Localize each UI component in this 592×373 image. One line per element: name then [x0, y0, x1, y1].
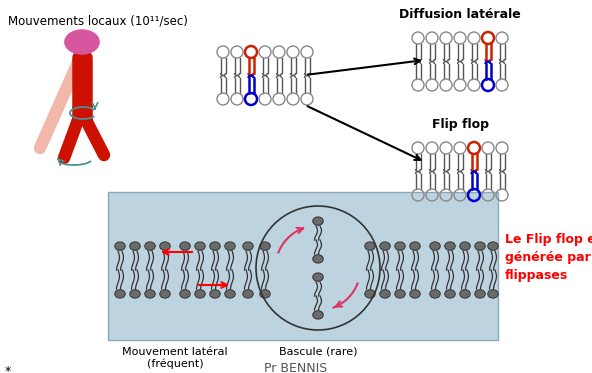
Ellipse shape	[64, 29, 100, 55]
Ellipse shape	[180, 290, 190, 298]
Text: *: *	[5, 365, 11, 373]
Ellipse shape	[210, 290, 220, 298]
Ellipse shape	[115, 242, 126, 250]
Ellipse shape	[475, 290, 485, 298]
Ellipse shape	[145, 242, 155, 250]
Ellipse shape	[210, 242, 220, 250]
Ellipse shape	[130, 242, 140, 250]
Text: Bascule (rare): Bascule (rare)	[279, 347, 357, 357]
Ellipse shape	[379, 290, 390, 298]
Ellipse shape	[195, 290, 205, 298]
Ellipse shape	[445, 290, 455, 298]
Ellipse shape	[115, 290, 126, 298]
Ellipse shape	[313, 255, 323, 263]
Ellipse shape	[160, 242, 170, 250]
Ellipse shape	[260, 242, 271, 250]
Ellipse shape	[395, 290, 406, 298]
Ellipse shape	[180, 242, 190, 250]
Ellipse shape	[460, 290, 470, 298]
Ellipse shape	[430, 290, 440, 298]
Ellipse shape	[313, 311, 323, 319]
Text: Diffusion latérale: Diffusion latérale	[399, 8, 521, 21]
Text: Pr BENNIS: Pr BENNIS	[265, 362, 327, 373]
Ellipse shape	[445, 242, 455, 250]
Ellipse shape	[430, 242, 440, 250]
Ellipse shape	[160, 290, 170, 298]
Ellipse shape	[225, 290, 235, 298]
Ellipse shape	[410, 290, 420, 298]
Ellipse shape	[130, 290, 140, 298]
Text: Mouvements locaux (10¹¹/sec): Mouvements locaux (10¹¹/sec)	[8, 14, 188, 27]
Ellipse shape	[243, 290, 253, 298]
Ellipse shape	[243, 242, 253, 250]
Ellipse shape	[488, 290, 498, 298]
Text: Le Flip flop est
générée par des
flippases: Le Flip flop est générée par des flippas…	[505, 233, 592, 282]
Ellipse shape	[460, 242, 470, 250]
Ellipse shape	[260, 290, 271, 298]
Ellipse shape	[395, 242, 406, 250]
Ellipse shape	[488, 242, 498, 250]
Ellipse shape	[365, 290, 375, 298]
Text: Mouvement latéral
(fréquent): Mouvement latéral (fréquent)	[122, 347, 228, 369]
Ellipse shape	[313, 273, 323, 281]
Ellipse shape	[195, 242, 205, 250]
Ellipse shape	[410, 242, 420, 250]
Ellipse shape	[379, 242, 390, 250]
Ellipse shape	[225, 242, 235, 250]
Ellipse shape	[313, 217, 323, 225]
Ellipse shape	[475, 242, 485, 250]
Ellipse shape	[365, 242, 375, 250]
FancyBboxPatch shape	[108, 192, 498, 340]
Ellipse shape	[145, 290, 155, 298]
Text: Flip flop: Flip flop	[432, 118, 488, 131]
